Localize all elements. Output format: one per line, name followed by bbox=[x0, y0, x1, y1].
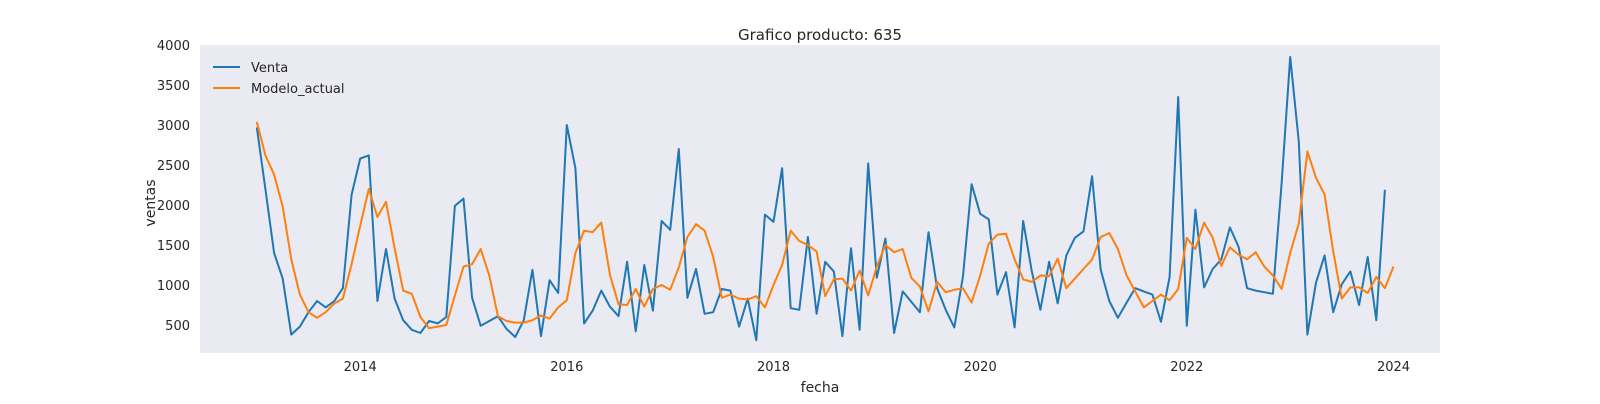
y-tick-label: 2500 bbox=[157, 159, 190, 174]
x-tick-label: 2014 bbox=[344, 360, 377, 375]
legend-label-modelo-actual: Modelo_actual bbox=[251, 82, 345, 97]
series-line-modelo-actual bbox=[255, 121, 1395, 330]
y-tick-label: 3000 bbox=[157, 119, 190, 134]
y-tick-label: 1500 bbox=[157, 239, 190, 254]
plot-area bbox=[200, 45, 1440, 353]
x-axis-ticks: 2014 2016 2018 2020 2022 2024 bbox=[344, 360, 1410, 375]
series-layer bbox=[255, 56, 1395, 342]
y-tick-label: 2000 bbox=[157, 199, 190, 214]
y-tick-label: 4000 bbox=[157, 39, 190, 54]
chart-title: Grafico producto: 635 bbox=[738, 26, 902, 44]
x-tick-label: 2024 bbox=[1377, 360, 1410, 375]
legend-label-venta: Venta bbox=[251, 61, 288, 76]
x-axis-label: fecha bbox=[801, 380, 840, 396]
y-tick-label: 500 bbox=[165, 319, 190, 334]
y-axis-ticks: 500 1000 1500 2000 2500 3000 3500 4000 bbox=[157, 39, 190, 334]
x-tick-label: 2022 bbox=[1170, 360, 1203, 375]
series-line-venta bbox=[255, 56, 1386, 342]
y-axis-label: ventas bbox=[143, 179, 159, 226]
y-tick-label: 1000 bbox=[157, 279, 190, 294]
x-tick-label: 2018 bbox=[757, 360, 790, 375]
x-tick-label: 2020 bbox=[964, 360, 997, 375]
y-tick-label: 3500 bbox=[157, 79, 190, 94]
x-tick-label: 2016 bbox=[550, 360, 583, 375]
legend: Venta Modelo_actual bbox=[213, 61, 345, 97]
